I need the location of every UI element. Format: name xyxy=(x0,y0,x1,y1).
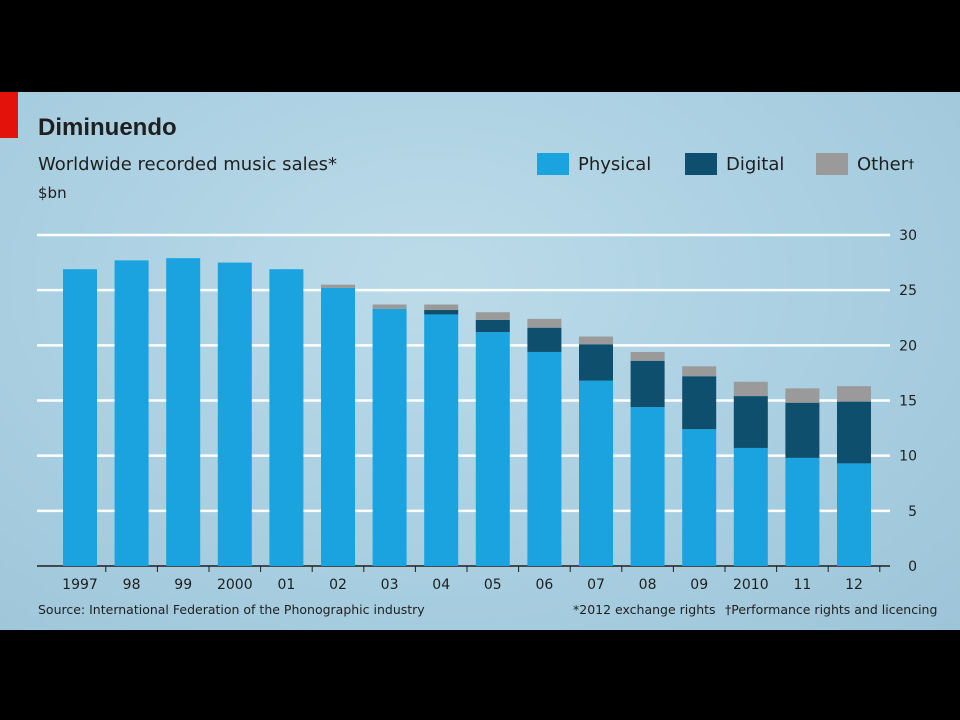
legend-label-digital: Digital xyxy=(726,153,785,175)
bar-other xyxy=(475,312,510,320)
x-tick-label: 01 xyxy=(277,577,295,593)
legend-swatch-other xyxy=(816,153,848,175)
bar-other xyxy=(321,284,355,288)
x-tick-label: 11 xyxy=(793,577,811,593)
legend-dagger: † xyxy=(908,157,915,171)
x-tick-label: 09 xyxy=(690,577,708,593)
bar-physical xyxy=(321,287,355,566)
bar-physical xyxy=(733,447,768,566)
y-tick-label: 25 xyxy=(899,283,917,299)
bar-physical xyxy=(527,351,562,566)
x-tick-label: 12 xyxy=(845,577,863,593)
legend-label-physical: Physical xyxy=(578,153,652,175)
bar-digital xyxy=(630,360,665,408)
unit-label: $bn xyxy=(38,184,67,202)
y-tick-label: 20 xyxy=(899,338,917,354)
y-tick-label: 0 xyxy=(908,559,917,575)
bar-physical xyxy=(579,380,613,566)
x-tick-label: 98 xyxy=(123,577,141,593)
bar-other xyxy=(372,304,407,309)
bar-other xyxy=(579,336,613,345)
x-tick-label: 08 xyxy=(639,577,657,593)
bar-physical xyxy=(785,457,820,566)
y-tick-label: 15 xyxy=(899,394,917,410)
bar-physical xyxy=(63,269,97,566)
bar-physical xyxy=(630,407,665,566)
chart-panel: Diminuendo Worldwide recorded music sale… xyxy=(0,92,960,630)
x-tick-label: 04 xyxy=(432,577,450,593)
bar-physical xyxy=(837,463,871,566)
brand-tab xyxy=(0,92,18,138)
y-tick-label: 5 xyxy=(908,504,917,520)
legend-label-other: Other xyxy=(857,153,909,175)
bar-physical xyxy=(217,262,252,566)
bar-other xyxy=(837,386,871,402)
y-tick-label: 10 xyxy=(899,449,917,465)
legend-physical: Physical xyxy=(537,152,651,176)
legend-swatch-physical xyxy=(537,153,569,175)
bar-physical xyxy=(372,308,407,566)
bar-digital xyxy=(475,319,510,333)
bar-digital xyxy=(579,344,613,381)
x-tick-label: 05 xyxy=(484,577,502,593)
bar-digital xyxy=(733,396,768,448)
footnote-exchange: *2012 exchange rights xyxy=(573,602,716,617)
bar-physical xyxy=(475,332,510,566)
x-tick-label: 2010 xyxy=(733,577,769,593)
bar-other xyxy=(527,318,562,328)
footnote-performance: †Performance rights and licencing xyxy=(725,602,938,617)
bar-other xyxy=(424,304,459,311)
source-note: Source: International Federation of the … xyxy=(38,602,425,617)
x-tick-label: 02 xyxy=(329,577,347,593)
bar-digital xyxy=(682,376,717,430)
bar-physical xyxy=(269,269,304,566)
x-tick-label: 03 xyxy=(381,577,399,593)
bar-other xyxy=(682,366,717,377)
legend-swatch-digital xyxy=(685,153,717,175)
bar-physical xyxy=(682,429,717,566)
x-tick-label: 99 xyxy=(174,577,192,593)
bar-other xyxy=(733,381,768,397)
bar-physical xyxy=(166,258,201,566)
legend-digital: Digital xyxy=(685,152,784,176)
x-tick-label: 06 xyxy=(535,577,553,593)
bar-digital xyxy=(785,402,820,458)
x-tick-label: 1997 xyxy=(62,577,98,593)
bar-physical xyxy=(424,314,459,566)
chart-title: Diminuendo xyxy=(38,114,177,141)
bar-digital xyxy=(527,327,562,352)
bar-digital xyxy=(424,310,459,315)
bar-digital xyxy=(837,401,871,464)
x-tick-label: 2000 xyxy=(217,577,253,593)
legend-other: Other † xyxy=(816,152,914,176)
y-tick-label: 30 xyxy=(899,228,917,244)
bar-physical xyxy=(114,260,149,566)
bar-other xyxy=(785,388,820,403)
chart-subtitle: Worldwide recorded music sales* xyxy=(38,154,338,175)
bar-other xyxy=(630,351,665,361)
x-tick-label: 07 xyxy=(587,577,605,593)
